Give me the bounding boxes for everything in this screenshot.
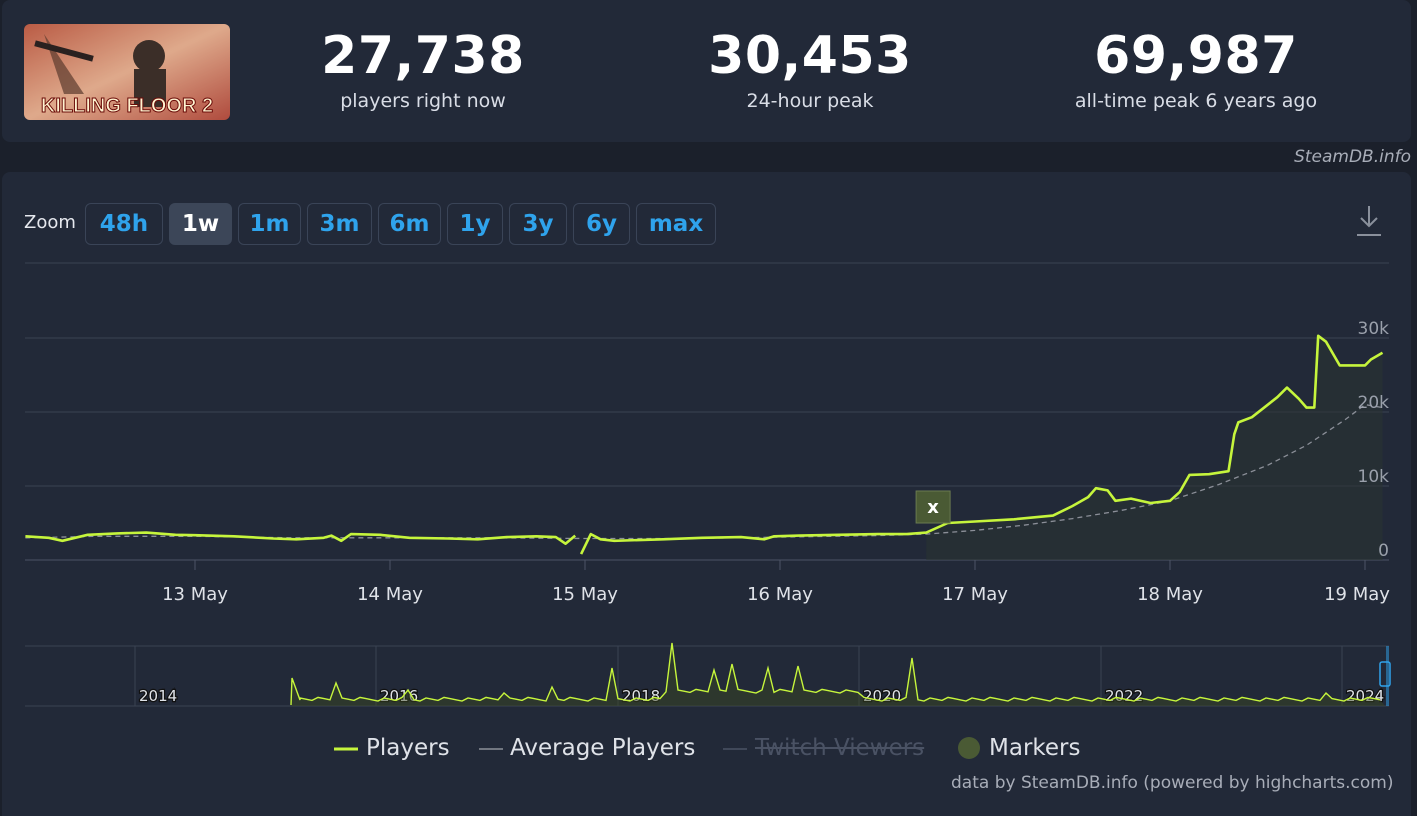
y-tick-label: 10k	[1358, 467, 1390, 487]
peak-24h-value: 30,453	[708, 26, 912, 86]
navigator-selection	[1386, 646, 1389, 706]
zoom-6y-button[interactable]: 6y	[573, 203, 630, 245]
current-players-label: players right now	[340, 90, 506, 112]
x-tick-label: 18 May	[1137, 584, 1203, 605]
legend-twitch-viewers[interactable]: Twitch Viewers	[755, 735, 925, 761]
zoom-max-button[interactable]: max	[636, 203, 716, 245]
legend-markers[interactable]: Markers	[989, 735, 1081, 761]
grid-lines	[25, 262, 1389, 570]
navigator-year-label: 2020	[863, 687, 901, 705]
legend-twitch-swatch	[723, 748, 747, 750]
axis-labels: 0 10k 20k 30k 13 May 14 May 15 May 16 May 17 May…	[162, 319, 1390, 605]
x-tick-label: 17 May	[942, 584, 1008, 605]
series-layer: x	[25, 334, 1384, 560]
players-line-segment-0	[25, 531, 577, 545]
peak-24h-label: 24-hour peak	[746, 90, 874, 112]
y-tick-label: 30k	[1358, 319, 1390, 339]
legend-markers-swatch	[958, 737, 980, 759]
x-tick-label: 19 May	[1324, 584, 1390, 605]
players-area-fill	[926, 335, 1383, 560]
y-tick-label: 0	[1378, 541, 1389, 561]
stat-current: 27,738 players right now	[320, 24, 526, 114]
event-marker-label: x	[927, 497, 939, 518]
stat-24h-peak: 30,453 24-hour peak	[700, 24, 920, 114]
x-tick-label: 16 May	[747, 584, 813, 605]
zoom-3m-button[interactable]: 3m	[307, 203, 372, 245]
current-players-value: 27,738	[321, 26, 525, 86]
x-tick-label: 15 May	[552, 584, 618, 605]
zoom-6m-button[interactable]: 6m	[378, 203, 441, 245]
zoom-1w-button[interactable]: 1w	[169, 203, 232, 245]
stats-panel	[2, 0, 1411, 142]
event-marker[interactable]: x	[915, 490, 951, 524]
navigator-area[interactable]: 2014 2016 2018 2020 2022 2024	[25, 642, 1391, 707]
y-tick-label: 20k	[1358, 393, 1390, 413]
legend-players[interactable]: Players	[366, 735, 450, 761]
zoom-1y-button[interactable]: 1y	[447, 203, 503, 245]
chart-credit[interactable]: data by SteamDB.info (powered by highcha…	[951, 773, 1394, 793]
legend-players-swatch	[334, 747, 358, 751]
game-logo-text: KILLING FLOOR 2	[41, 95, 213, 117]
game-logo[interactable]: KILLING FLOOR 2	[24, 24, 230, 120]
stat-all-time-peak: 69,987 all-time peak 6 years ago	[1050, 24, 1342, 114]
navigator-year-label: 2014	[139, 687, 177, 705]
legend-average-swatch	[479, 748, 503, 750]
legend-average-players[interactable]: Average Players	[510, 735, 696, 761]
zoom-1m-button[interactable]: 1m	[238, 203, 301, 245]
average-players-line	[25, 403, 1383, 540]
navigator-area-fill	[291, 643, 1385, 706]
download-icon[interactable]	[1354, 204, 1384, 238]
zoom-3y-button[interactable]: 3y	[509, 203, 567, 245]
steamdb-credit-top[interactable]: SteamDB.info	[1294, 147, 1411, 167]
all-time-peak-label: all-time peak 6 years ago	[1074, 90, 1318, 112]
x-tick-label: 14 May	[357, 584, 423, 605]
navigator-year-label: 2024	[1346, 687, 1384, 705]
x-tick-label: 13 May	[162, 584, 228, 605]
game-logo-art: KILLING FLOOR 2	[24, 24, 230, 120]
all-time-peak-value: 69,987	[1094, 26, 1298, 86]
zoom-48h-button[interactable]: 48h	[85, 203, 163, 245]
players-line-segment-1	[579, 334, 1384, 555]
zoom-label: Zoom	[24, 212, 76, 233]
navigator-series-line	[290, 642, 1381, 706]
